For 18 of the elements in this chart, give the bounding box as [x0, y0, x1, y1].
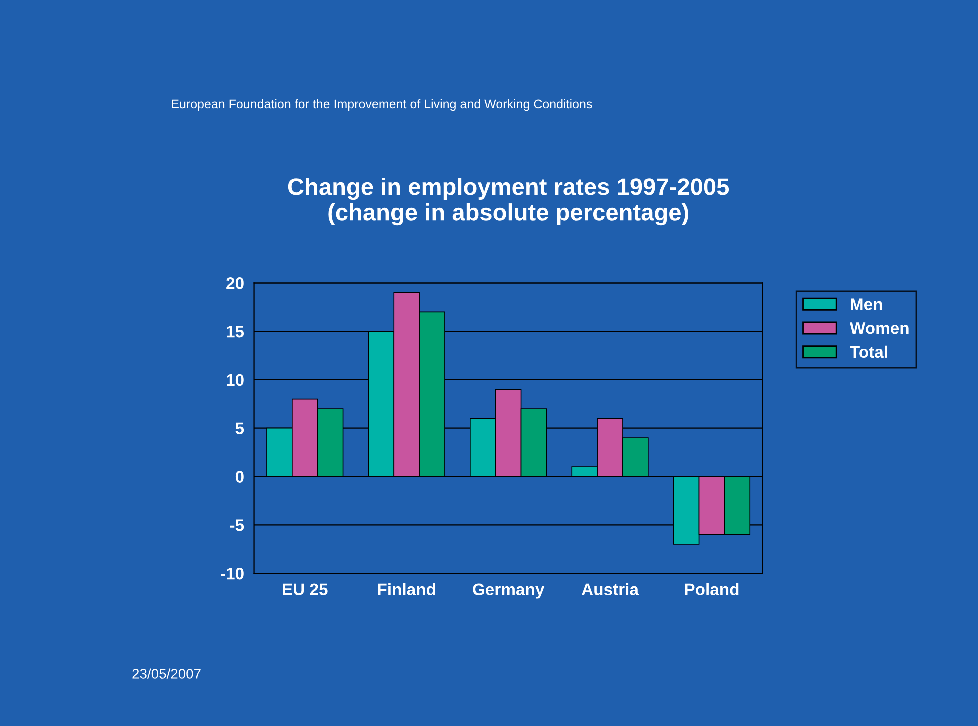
text: European Foundation for the Improvement of Living and Working Conditions — [172, 99, 592, 112]
y-tick-label: -10 — [221, 568, 244, 580]
y-tick-label: 0 — [236, 471, 244, 483]
x-tick-label: EU 25 — [283, 584, 328, 596]
legend-label: Women — [850, 322, 909, 334]
chart-title: Change in employment rates 1997-2005 (change in absolute percentage) — [288, 178, 730, 226]
text: 23/05/2007 — [132, 668, 201, 679]
y-tick-label: 10 — [227, 374, 244, 386]
legend-label: Total — [850, 346, 888, 358]
x-tick-label: Germany — [473, 584, 545, 599]
y-tick-label: -5 — [230, 520, 244, 532]
y-tick-label: 20 — [226, 278, 244, 290]
y-tick-label: 5 — [236, 422, 244, 435]
x-tick-label: Finland — [378, 583, 436, 596]
legend-label: Men — [851, 298, 882, 310]
x-tick-label: Austria — [582, 583, 640, 596]
x-tick-label: Poland — [685, 583, 739, 596]
y-tick-label: 15 — [227, 326, 244, 338]
